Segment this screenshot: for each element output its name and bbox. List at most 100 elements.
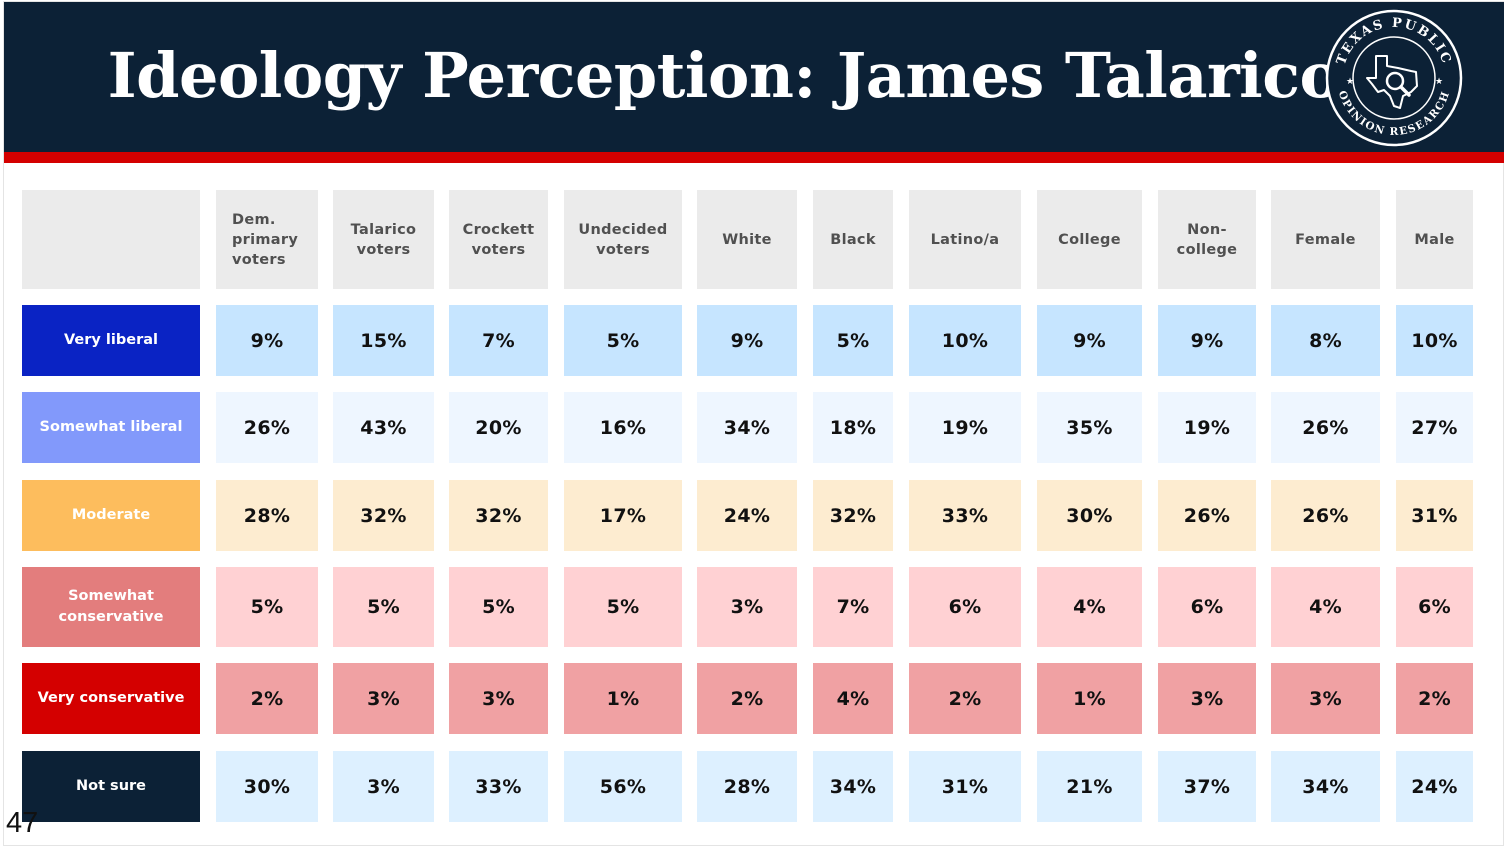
value-cell: 6% xyxy=(1396,567,1473,647)
value-cell: 2% xyxy=(1396,663,1473,734)
value-cell: 8% xyxy=(1271,305,1380,376)
value-cell: 2% xyxy=(697,663,797,734)
value-cell: 26% xyxy=(216,392,318,463)
column-header-text: Latino/a xyxy=(931,230,1000,250)
value-cell: 5% xyxy=(813,305,893,376)
column-header-text: Female xyxy=(1295,230,1356,250)
value-cell: 3% xyxy=(333,751,434,822)
value-cell: 5% xyxy=(564,305,682,376)
page-title: Ideology Perception: James Talarico xyxy=(107,39,1341,112)
column-header: Crockett voters xyxy=(449,190,548,289)
value-cell: 27% xyxy=(1396,392,1473,463)
column-header: Dem. primary voters xyxy=(216,190,318,289)
row-label-line: Not sure xyxy=(75,778,146,794)
value-cell: 15% xyxy=(333,305,434,376)
value-cell: 21% xyxy=(1037,751,1142,822)
value-cell: 9% xyxy=(1037,305,1142,376)
value-cell: 7% xyxy=(449,305,548,376)
value-cell: 24% xyxy=(697,480,797,551)
column-header-line: Dem. xyxy=(232,211,276,228)
value-cell: 32% xyxy=(813,480,893,551)
value-cell: 4% xyxy=(1037,567,1142,647)
row-label-text: Somewhat liberal xyxy=(40,417,183,438)
value-cell: 28% xyxy=(697,751,797,822)
row-label: Somewhat liberal xyxy=(22,392,200,463)
column-header-text: White xyxy=(722,230,772,250)
value-cell: 34% xyxy=(1271,751,1380,822)
value-cell: 33% xyxy=(449,751,548,822)
value-cell: 35% xyxy=(1037,392,1142,463)
value-cell: 5% xyxy=(449,567,548,647)
row-label: Very conservative xyxy=(22,663,200,734)
row-label-text: Somewhat conservative xyxy=(59,586,164,628)
column-header-text: College xyxy=(1058,230,1121,250)
row-label: Not sure xyxy=(22,751,200,822)
value-cell: 37% xyxy=(1158,751,1256,822)
row-label-text: Very liberal xyxy=(64,330,158,351)
page-number: 47 xyxy=(6,807,39,839)
texas-outline-icon xyxy=(1366,55,1418,109)
value-cell: 20% xyxy=(449,392,548,463)
column-header-text: Male xyxy=(1414,230,1454,250)
column-header: Latino/a xyxy=(909,190,1021,289)
value-cell: 1% xyxy=(564,663,682,734)
value-cell: 2% xyxy=(216,663,318,734)
column-header-line: voters xyxy=(356,241,411,258)
value-cell: 9% xyxy=(1158,305,1256,376)
value-cell: 5% xyxy=(333,567,434,647)
column-header-line: voters xyxy=(471,241,526,258)
seal-star-right: ★ xyxy=(1435,77,1443,87)
value-cell: 32% xyxy=(333,480,434,551)
value-cell: 16% xyxy=(564,392,682,463)
column-header-line: Crockett xyxy=(462,221,535,238)
value-cell: 5% xyxy=(216,567,318,647)
row-label-line: Somewhat liberal xyxy=(39,419,183,435)
column-header: Non-college xyxy=(1158,190,1256,289)
column-header-text: Dem. primary voters xyxy=(232,210,298,270)
value-cell: 4% xyxy=(1271,567,1380,647)
row-label-text: Not sure xyxy=(76,776,146,797)
value-cell: 6% xyxy=(1158,567,1256,647)
value-cell: 19% xyxy=(1158,392,1256,463)
value-cell: 31% xyxy=(1396,480,1473,551)
value-cell: 56% xyxy=(564,751,682,822)
red-divider xyxy=(4,152,1504,163)
value-cell: 24% xyxy=(1396,751,1473,822)
value-cell: 33% xyxy=(909,480,1021,551)
value-cell: 34% xyxy=(697,392,797,463)
column-header: White xyxy=(697,190,797,289)
seal-star-left: ★ xyxy=(1346,77,1354,87)
column-header-line: voters xyxy=(596,241,650,258)
value-cell: 31% xyxy=(909,751,1021,822)
row-label-text: Very conservative xyxy=(38,688,185,709)
column-header-line: college xyxy=(1176,241,1238,258)
value-cell: 10% xyxy=(909,305,1021,376)
value-cell: 3% xyxy=(449,663,548,734)
row-label-line: Very conservative xyxy=(37,690,185,706)
texas-public-opinion-research-seal: TEXAS PUBLIC OPINION RESEARCH ★ ★ xyxy=(1325,9,1463,147)
value-cell: 4% xyxy=(813,663,893,734)
value-cell: 3% xyxy=(1271,663,1380,734)
value-cell: 3% xyxy=(1158,663,1256,734)
value-cell: 3% xyxy=(697,567,797,647)
row-label-line: Somewhat xyxy=(68,588,154,604)
column-header-text: Undecided voters xyxy=(578,220,667,260)
value-cell: 30% xyxy=(216,751,318,822)
value-cell: 7% xyxy=(813,567,893,647)
magnifier-icon xyxy=(1385,71,1405,91)
column-header-line: Talarico xyxy=(350,221,417,238)
column-header-line: Black xyxy=(830,231,876,248)
row-label-line: Very liberal xyxy=(64,332,158,348)
value-cell: 19% xyxy=(909,392,1021,463)
value-cell: 32% xyxy=(449,480,548,551)
column-header-line: Non- xyxy=(1187,221,1227,238)
row-label-line: conservative xyxy=(58,609,164,625)
row-label-line: Moderate xyxy=(71,507,151,523)
value-cell: 34% xyxy=(813,751,893,822)
value-cell: 18% xyxy=(813,392,893,463)
row-label: Very liberal xyxy=(22,305,200,376)
value-cell: 26% xyxy=(1158,480,1256,551)
value-cell: 2% xyxy=(909,663,1021,734)
value-cell: 26% xyxy=(1271,392,1380,463)
column-header-text: Non-college xyxy=(1177,220,1238,260)
